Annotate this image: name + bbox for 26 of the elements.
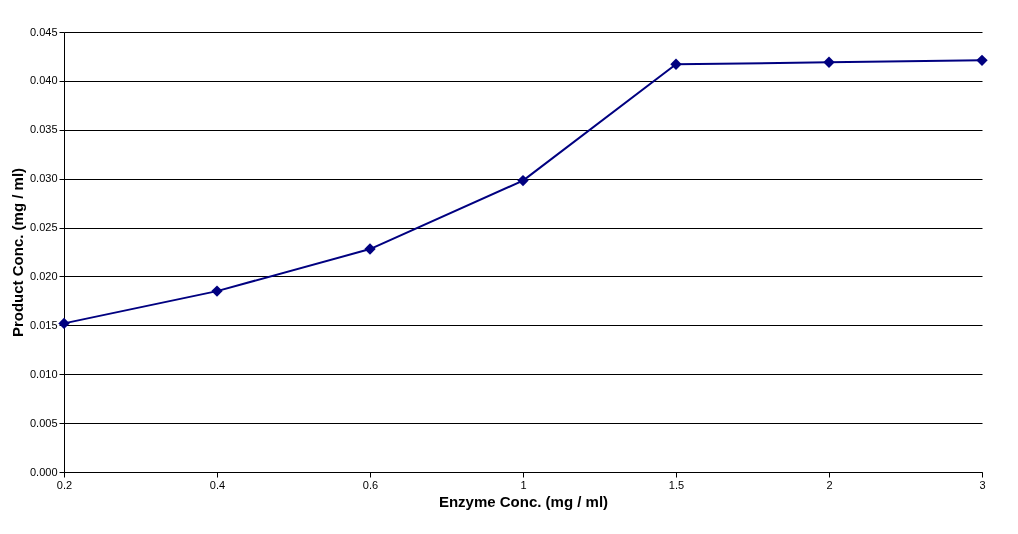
- y-tick-label: 0.035: [29, 123, 58, 136]
- x-tick-label: 3: [979, 478, 986, 491]
- point: [58, 317, 70, 330]
- y-tick-label: 0.015: [29, 318, 58, 331]
- point: [823, 56, 835, 69]
- point: [976, 54, 988, 67]
- y-tick-label: 0.040: [29, 74, 58, 87]
- y-tick-label: 0.030: [29, 172, 58, 185]
- y-tick-label: 0.025: [29, 221, 58, 234]
- x-tick-label: 1.5: [668, 478, 685, 491]
- x-axis-title: Enzyme Conc. (mg / ml): [438, 492, 609, 510]
- x-tick-label: 2: [826, 478, 833, 491]
- point: [364, 243, 376, 255]
- y-tick-label: 0.020: [29, 269, 58, 282]
- y-tick-label: 0.010: [29, 367, 58, 380]
- x-tick-label: 0.6: [362, 478, 379, 491]
- y-tick-label: 0.000: [29, 465, 58, 478]
- point: [670, 58, 682, 70]
- y-axis-title: Product Conc. (mg / ml): [8, 167, 26, 338]
- y-tick-label: 0.005: [29, 416, 58, 429]
- y-tick-label: 0.045: [29, 25, 58, 38]
- x-tick-label: 1: [520, 478, 527, 491]
- x-tick-label: 0.4: [209, 478, 226, 491]
- x-tick-label: 0.2: [56, 478, 73, 491]
- point: [517, 174, 529, 187]
- point: [211, 285, 223, 297]
